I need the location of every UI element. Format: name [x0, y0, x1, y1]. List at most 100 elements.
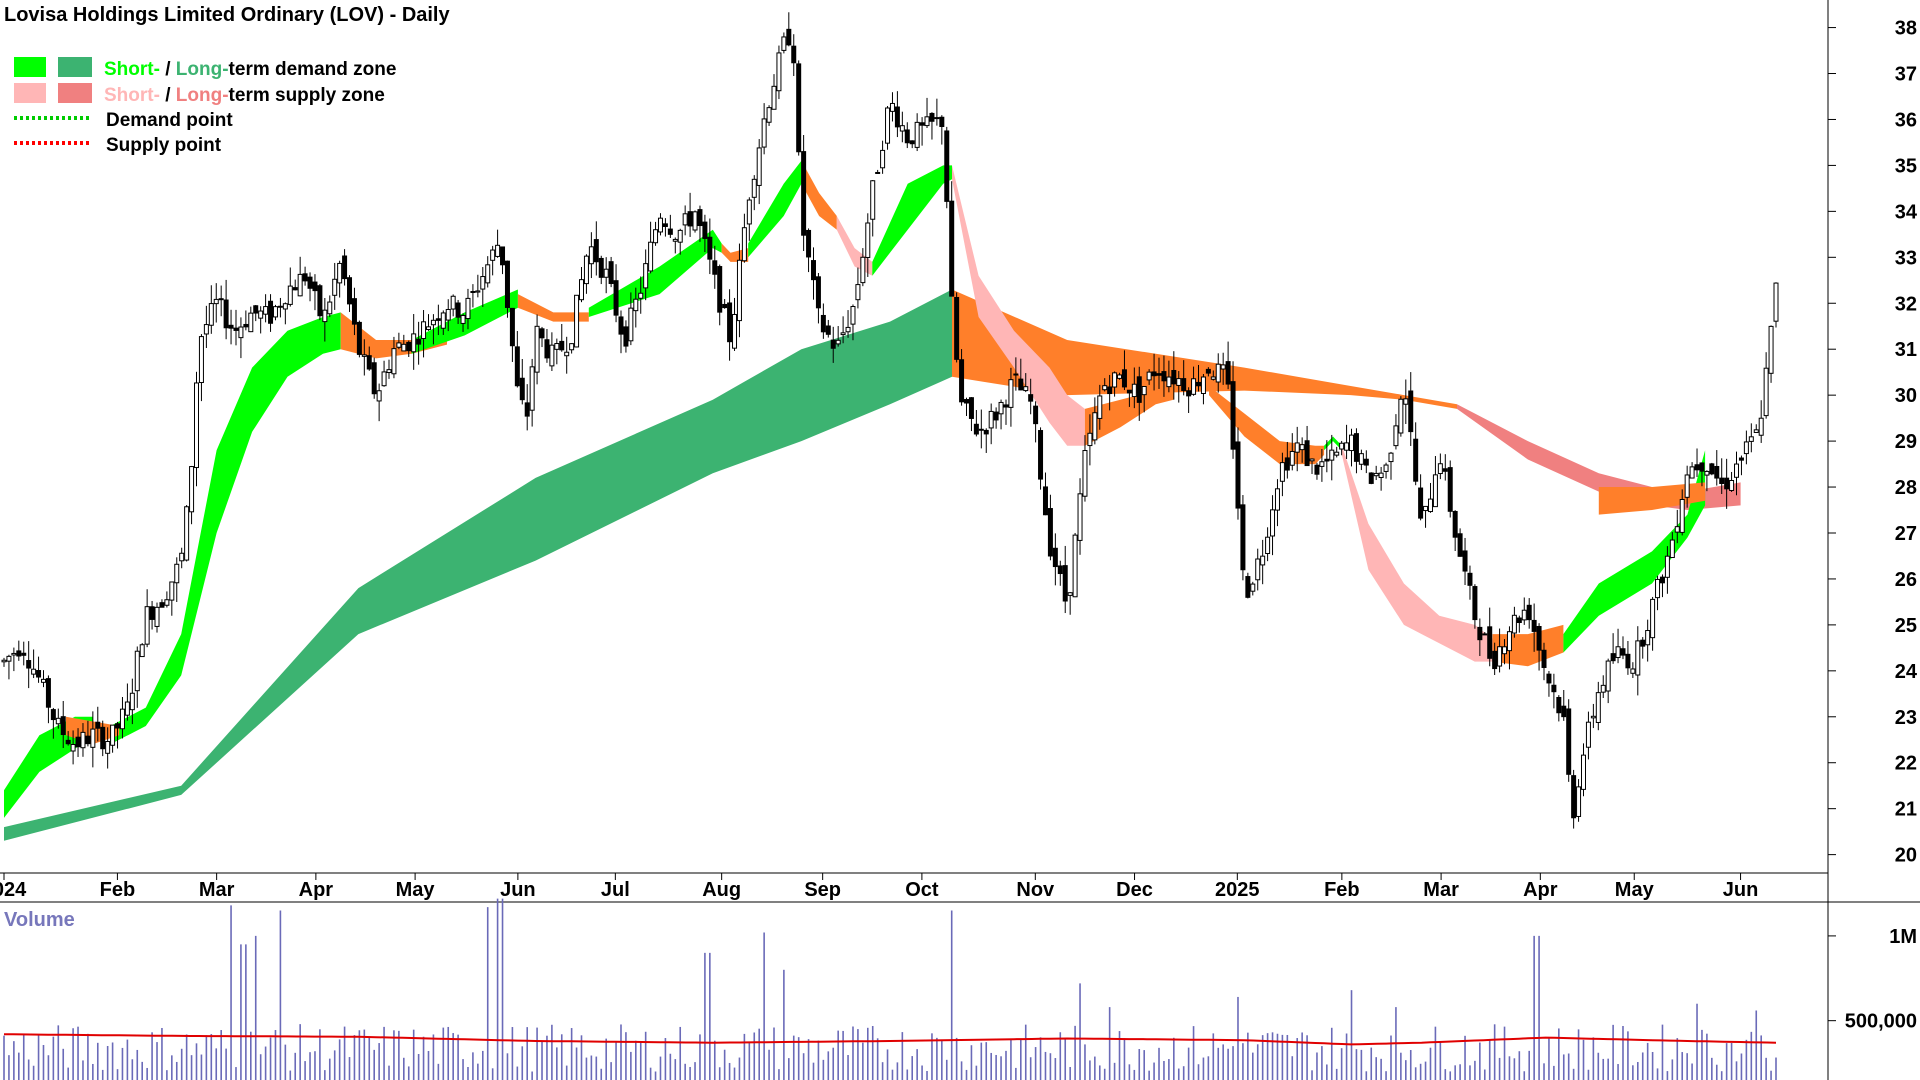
candle-body — [1274, 488, 1280, 511]
x-tick-label: Mar — [199, 879, 235, 901]
zone-short_supply_10 — [1492, 624, 1564, 667]
candle-body — [613, 280, 619, 316]
candle-body — [470, 290, 476, 293]
candle-body — [208, 303, 214, 326]
candle-body — [1585, 721, 1591, 748]
volume-label: Volume — [4, 909, 75, 931]
candle-body — [1472, 586, 1478, 621]
candle-body — [559, 340, 565, 351]
candle-body — [1358, 453, 1364, 465]
candle-body — [1378, 472, 1384, 479]
candle-body — [1590, 715, 1596, 719]
candle-body — [430, 319, 436, 326]
candle-body — [1126, 389, 1132, 394]
candle-body — [1166, 376, 1172, 388]
candle-body — [1033, 405, 1039, 425]
zone-short_supply_3 — [517, 294, 589, 322]
candle-body — [702, 221, 708, 239]
candle-body — [1655, 578, 1661, 599]
candle-body — [1694, 464, 1700, 471]
candle-body — [159, 602, 165, 608]
candle-body — [870, 180, 876, 220]
candle-body — [993, 411, 999, 421]
candle-body — [356, 321, 362, 355]
candle-body — [1121, 369, 1127, 388]
candle-body — [1368, 472, 1374, 484]
candle-body — [593, 239, 599, 263]
candle-body — [959, 359, 965, 403]
candle-body — [1042, 486, 1048, 516]
candle-body — [588, 246, 594, 265]
candle-body — [1082, 450, 1088, 497]
candle-body — [149, 606, 155, 620]
candle-body — [732, 313, 738, 349]
candle-body — [1625, 653, 1631, 669]
candle-body — [1102, 385, 1108, 391]
candle-body — [1684, 474, 1690, 498]
y-tick-label: 23 — [1895, 707, 1917, 729]
candle-body — [366, 355, 372, 370]
x-tick-label: Aug — [702, 879, 741, 901]
candle-body — [1620, 648, 1626, 656]
candle-body — [1689, 466, 1695, 479]
candle-body — [495, 244, 501, 257]
candle-body — [1724, 477, 1730, 490]
candle-body — [381, 371, 387, 387]
candle-body — [1176, 378, 1182, 386]
y-tick-label: 21 — [1895, 799, 1917, 821]
candle-body — [416, 338, 422, 345]
candle-body — [1526, 604, 1532, 621]
candle-body — [1344, 442, 1350, 451]
candle-body — [1077, 493, 1083, 541]
zone-short_supply_6 — [952, 165, 1085, 446]
candle-body — [845, 326, 851, 333]
candle-body — [1205, 368, 1211, 374]
candle-body — [1112, 372, 1118, 388]
candle-body — [889, 102, 895, 112]
candle-body — [332, 278, 338, 296]
candle-body — [1462, 550, 1468, 572]
candle-body — [70, 744, 76, 752]
candle-body — [411, 333, 417, 353]
candle-body — [105, 741, 111, 754]
candle-body — [174, 563, 180, 584]
candle-body — [514, 346, 520, 387]
candle-body — [791, 45, 797, 64]
candle-body — [272, 306, 278, 318]
candle-body — [1773, 282, 1779, 322]
candle-body — [1556, 696, 1562, 714]
y-tick-label: 35 — [1895, 155, 1917, 177]
candle-body — [894, 106, 900, 128]
candle-body — [292, 287, 298, 291]
candle-body — [751, 178, 757, 198]
candle-body — [65, 739, 71, 745]
candle-body — [509, 307, 515, 347]
candle-body — [189, 466, 195, 513]
candle-body — [712, 260, 718, 275]
candle-body — [1018, 378, 1024, 391]
candle-body — [1117, 374, 1123, 379]
candle-body — [1704, 470, 1710, 476]
candle-body — [351, 298, 357, 325]
candle-body — [1477, 626, 1483, 641]
candle-body — [253, 305, 259, 314]
candle-body — [1768, 325, 1774, 374]
candle-body — [1171, 369, 1177, 385]
candle-body — [786, 28, 792, 46]
candle-body — [722, 303, 728, 309]
candle-body — [228, 324, 234, 329]
candle-body — [1136, 376, 1142, 403]
candle-body — [583, 255, 589, 285]
candle-body — [1753, 429, 1759, 433]
candle-body — [401, 343, 407, 352]
candle-body — [396, 342, 402, 348]
candle-body — [776, 52, 782, 92]
candle-body — [1408, 390, 1414, 433]
candle-body — [75, 736, 81, 748]
candle-body — [598, 257, 604, 278]
candle-body — [875, 171, 881, 174]
candle-body — [1645, 630, 1651, 646]
candle-body — [662, 223, 668, 227]
candle-body — [1615, 646, 1621, 659]
y-tick-label: 22 — [1895, 753, 1917, 775]
